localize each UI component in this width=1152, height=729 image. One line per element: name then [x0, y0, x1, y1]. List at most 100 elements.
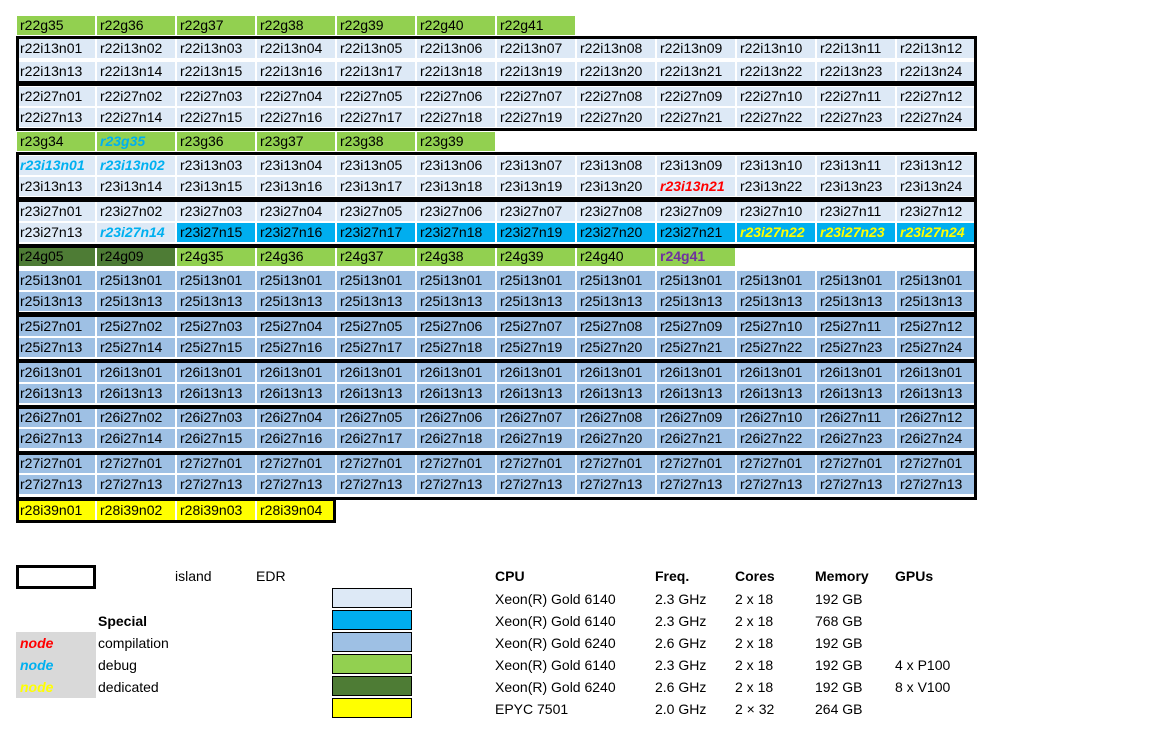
- node-cell: r22i27n03: [176, 86, 256, 107]
- node-cell: r27i27n13: [176, 474, 256, 495]
- node-cell: r27i27n13: [496, 474, 576, 495]
- node-cell: r23i27n23: [816, 222, 896, 243]
- node-cell: r22i13n17: [336, 61, 416, 82]
- node-cell: r27i27n13: [16, 474, 96, 495]
- grid-row: r25i27n01 r25i27n02 r25i27n03 r25i27n04 r25i…: [16, 316, 976, 337]
- node-cell: r26i27n09: [656, 407, 736, 428]
- swatch-light-blue: [332, 632, 412, 652]
- node-cell: r23i27n21: [656, 222, 736, 243]
- node-cell: r22i13n05: [336, 38, 416, 59]
- node-cell: r25i27n14: [96, 337, 176, 358]
- node-cell: r27i27n01: [656, 453, 736, 474]
- node-cell: r24g40: [576, 246, 656, 267]
- compilation-label: compilation: [98, 635, 169, 651]
- node-cell: r26i27n03: [176, 407, 256, 428]
- spec-header-freq: Freq.: [655, 568, 690, 584]
- node-cell: r26i27n05: [336, 407, 416, 428]
- node-cell: r26i27n13: [16, 428, 96, 449]
- spec-memory: 192 GB: [815, 679, 863, 695]
- spec-cores: 2 x 18: [735, 613, 774, 629]
- node-cell: r22i27n18: [416, 107, 496, 128]
- node-cell: r26i13n01: [256, 362, 336, 383]
- node-cell: r22g41: [496, 15, 576, 36]
- node-cell: r25i13n01: [336, 270, 416, 291]
- node-cell: r26i27n11: [816, 407, 896, 428]
- spec-gpus: 4 x P100: [895, 657, 951, 673]
- node-cell: r23i13n22: [736, 176, 816, 197]
- spec-cores: 2 x 18: [735, 657, 774, 673]
- node-cell: r27i27n01: [496, 453, 576, 474]
- spec-cpu: Xeon(R) Gold 6140: [495, 657, 616, 673]
- node-cell: r25i13n01: [96, 270, 176, 291]
- node-cell: r22i27n02: [96, 86, 176, 107]
- node-cell: r26i27n04: [256, 407, 336, 428]
- node-cell: r23i13n14: [96, 176, 176, 197]
- node-cell: r27i27n01: [736, 453, 816, 474]
- node-cell: r25i27n15: [176, 337, 256, 358]
- node-cell: r23i27n03: [176, 201, 256, 222]
- node-cell: r25i13n01: [16, 270, 96, 291]
- node-cell: r26i13n13: [576, 383, 656, 404]
- node-cell: r25i27n04: [256, 316, 336, 337]
- node-cell: r24g09: [96, 246, 176, 267]
- node-cell: r23i27n11: [816, 201, 896, 222]
- node-cell: r23i13n20: [576, 176, 656, 197]
- node-cell: r23i13n16: [256, 176, 336, 197]
- node-cell: r23i27n04: [256, 201, 336, 222]
- node-cell: r25i13n01: [816, 270, 896, 291]
- node-cell: r23i27n24: [896, 222, 976, 243]
- node-cell: r22i27n17: [336, 107, 416, 128]
- node-cell: r25i27n12: [896, 316, 976, 337]
- node-cell: r24g38: [416, 246, 496, 267]
- node-cell: r22i13n15: [176, 61, 256, 82]
- node-cell: r23i13n12: [896, 155, 976, 176]
- node-cell: r27i27n13: [816, 474, 896, 495]
- node-cell: r25i27n10: [736, 316, 816, 337]
- spec-freq: 2.6 GHz: [655, 679, 707, 695]
- node-cell: r22i13n01: [16, 38, 96, 59]
- node-cell: r23i13n03: [176, 155, 256, 176]
- node-cell: r22g39: [336, 15, 416, 36]
- node-cell: r23i27n19: [496, 222, 576, 243]
- spec-cpu: Xeon(R) Gold 6140: [495, 591, 616, 607]
- node-cell: r25i27n01: [16, 316, 96, 337]
- node-cell: r26i27n20: [576, 428, 656, 449]
- node-cell: r22g37: [176, 15, 256, 36]
- node-cell: r26i13n13: [736, 383, 816, 404]
- node-cell: r25i27n19: [496, 337, 576, 358]
- grid-row: r27i27n01 r27i27n01 r27i27n01 r27i27n01 r27i…: [16, 453, 976, 474]
- node-cell: r26i27n10: [736, 407, 816, 428]
- grid-row: r26i27n13 r26i27n14 r26i27n15 r26i27n16 r26i…: [16, 428, 976, 449]
- node-cell: r26i13n01: [176, 362, 256, 383]
- grid-row: r22i13n13 r22i13n14 r22i13n15 r22i13n16 r22i…: [16, 61, 976, 82]
- spec-cpu: Xeon(R) Gold 6140: [495, 613, 616, 629]
- node-cell: r25i13n13: [176, 291, 256, 312]
- special-heading: Special: [98, 613, 148, 629]
- node-cell: r26i13n01: [16, 362, 96, 383]
- node-cell: r27i27n01: [896, 453, 976, 474]
- node-cell: r26i27n16: [256, 428, 336, 449]
- grid-row: r22i27n01 r22i27n02 r22i27n03 r22i27n04 r22i…: [16, 86, 976, 107]
- node-cell: r23i27n09: [656, 201, 736, 222]
- node-cell: r26i13n13: [336, 383, 416, 404]
- node-cell: r22i27n21: [656, 107, 736, 128]
- node-cell: r25i27n13: [16, 337, 96, 358]
- node-cell: r26i27n23: [816, 428, 896, 449]
- node-cell: r23g36: [176, 131, 256, 152]
- node-cell: r23i13n18: [416, 176, 496, 197]
- node-cell: r26i27n07: [496, 407, 576, 428]
- node-cell: r22i13n14: [96, 61, 176, 82]
- node-cell: r26i13n01: [896, 362, 976, 383]
- node-cell: r23i27n13: [16, 222, 96, 243]
- node-cell: r23i27n06: [416, 201, 496, 222]
- node-cell: r25i13n13: [816, 291, 896, 312]
- node-cell: r22g36: [96, 15, 176, 36]
- node-cell: r25i13n13: [736, 291, 816, 312]
- node-cell: r23i27n16: [256, 222, 336, 243]
- spec-freq: 2.3 GHz: [655, 591, 707, 607]
- node-cell: r23i13n23: [816, 176, 896, 197]
- node-cell: r25i27n02: [96, 316, 176, 337]
- node-cell: r25i13n01: [736, 270, 816, 291]
- node-cell: r22i27n22: [736, 107, 816, 128]
- node-cell: r24g35: [176, 246, 256, 267]
